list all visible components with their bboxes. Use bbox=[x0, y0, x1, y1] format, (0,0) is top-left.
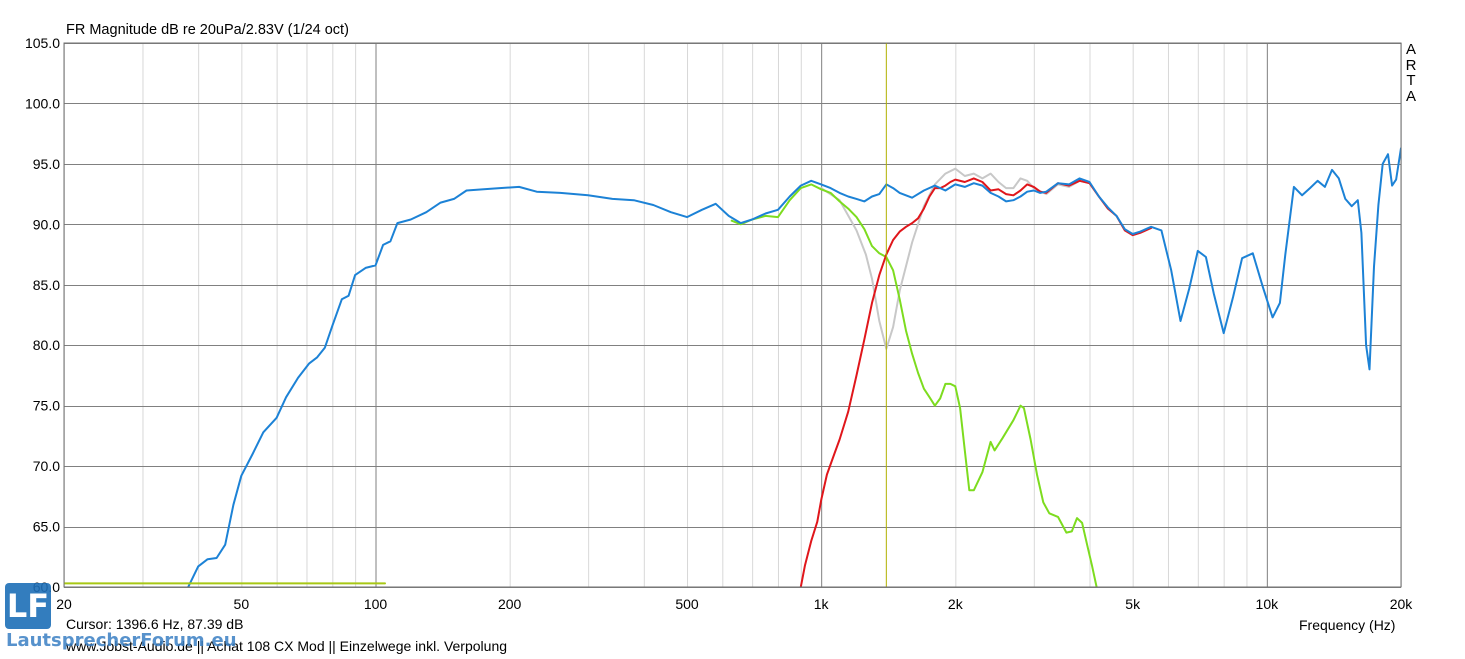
y-tick-label: 70.0 bbox=[33, 458, 60, 474]
x-tick-label: 500 bbox=[675, 596, 699, 612]
x-tick-label: 50 bbox=[234, 596, 250, 612]
x-tick-label: 100 bbox=[364, 596, 388, 612]
series-line bbox=[799, 177, 1153, 587]
x-tick-label: 200 bbox=[498, 596, 522, 612]
y-tick-label: 85.0 bbox=[33, 277, 60, 293]
x-tick-labels: 20 50 100 200 500 1k 2k 5k 10k 20k bbox=[56, 596, 1413, 612]
arta-letter: A bbox=[1405, 41, 1416, 58]
arta-letter: R bbox=[1405, 56, 1417, 74]
series-layer bbox=[64, 147, 1401, 587]
x-tick-label: 20k bbox=[1390, 596, 1414, 612]
series-line bbox=[187, 147, 1401, 587]
forum-watermark: LautsprecherForum.eu bbox=[6, 630, 237, 651]
arta-label: A R T A bbox=[1404, 42, 1418, 104]
x-tick-label: 5k bbox=[1125, 596, 1141, 612]
grid-major bbox=[64, 43, 1401, 588]
y-tick-label: 100.0 bbox=[25, 95, 60, 111]
y-tick-label: 65.0 bbox=[33, 519, 60, 535]
y-tick-label: 105.0 bbox=[25, 35, 60, 51]
forum-logo: LF bbox=[5, 583, 51, 629]
x-tick-label: 20 bbox=[56, 596, 72, 612]
series-line bbox=[730, 183, 1098, 587]
cursor-readout: Cursor: 1396.6 Hz, 87.39 dB bbox=[66, 616, 244, 632]
x-axis-label: Frequency (Hz) bbox=[1299, 617, 1396, 633]
y-tick-label: 90.0 bbox=[33, 216, 60, 232]
chart-title: FR Magnitude dB re 20uPa/2.83V (1/24 oct… bbox=[66, 22, 349, 38]
x-tick-label: 10k bbox=[1256, 596, 1280, 612]
arta-letter: A bbox=[1405, 87, 1416, 105]
plot-frame bbox=[63, 42, 1402, 588]
x-tick-label: 2k bbox=[948, 596, 964, 612]
footer-caption: www.Jobst-Audio.de || Achat 108 CX Mod |… bbox=[66, 638, 508, 654]
x-tick-label: 1k bbox=[814, 596, 830, 612]
grid-minor bbox=[64, 43, 1402, 587]
y-tick-label: 80.0 bbox=[33, 337, 60, 353]
y-tick-label: 75.0 bbox=[33, 398, 60, 414]
y-tick-labels: 105.0100.095.090.085.080.075.070.065.060… bbox=[25, 35, 60, 595]
arta-letter: T bbox=[1406, 72, 1416, 89]
y-tick-label: 95.0 bbox=[33, 156, 60, 172]
